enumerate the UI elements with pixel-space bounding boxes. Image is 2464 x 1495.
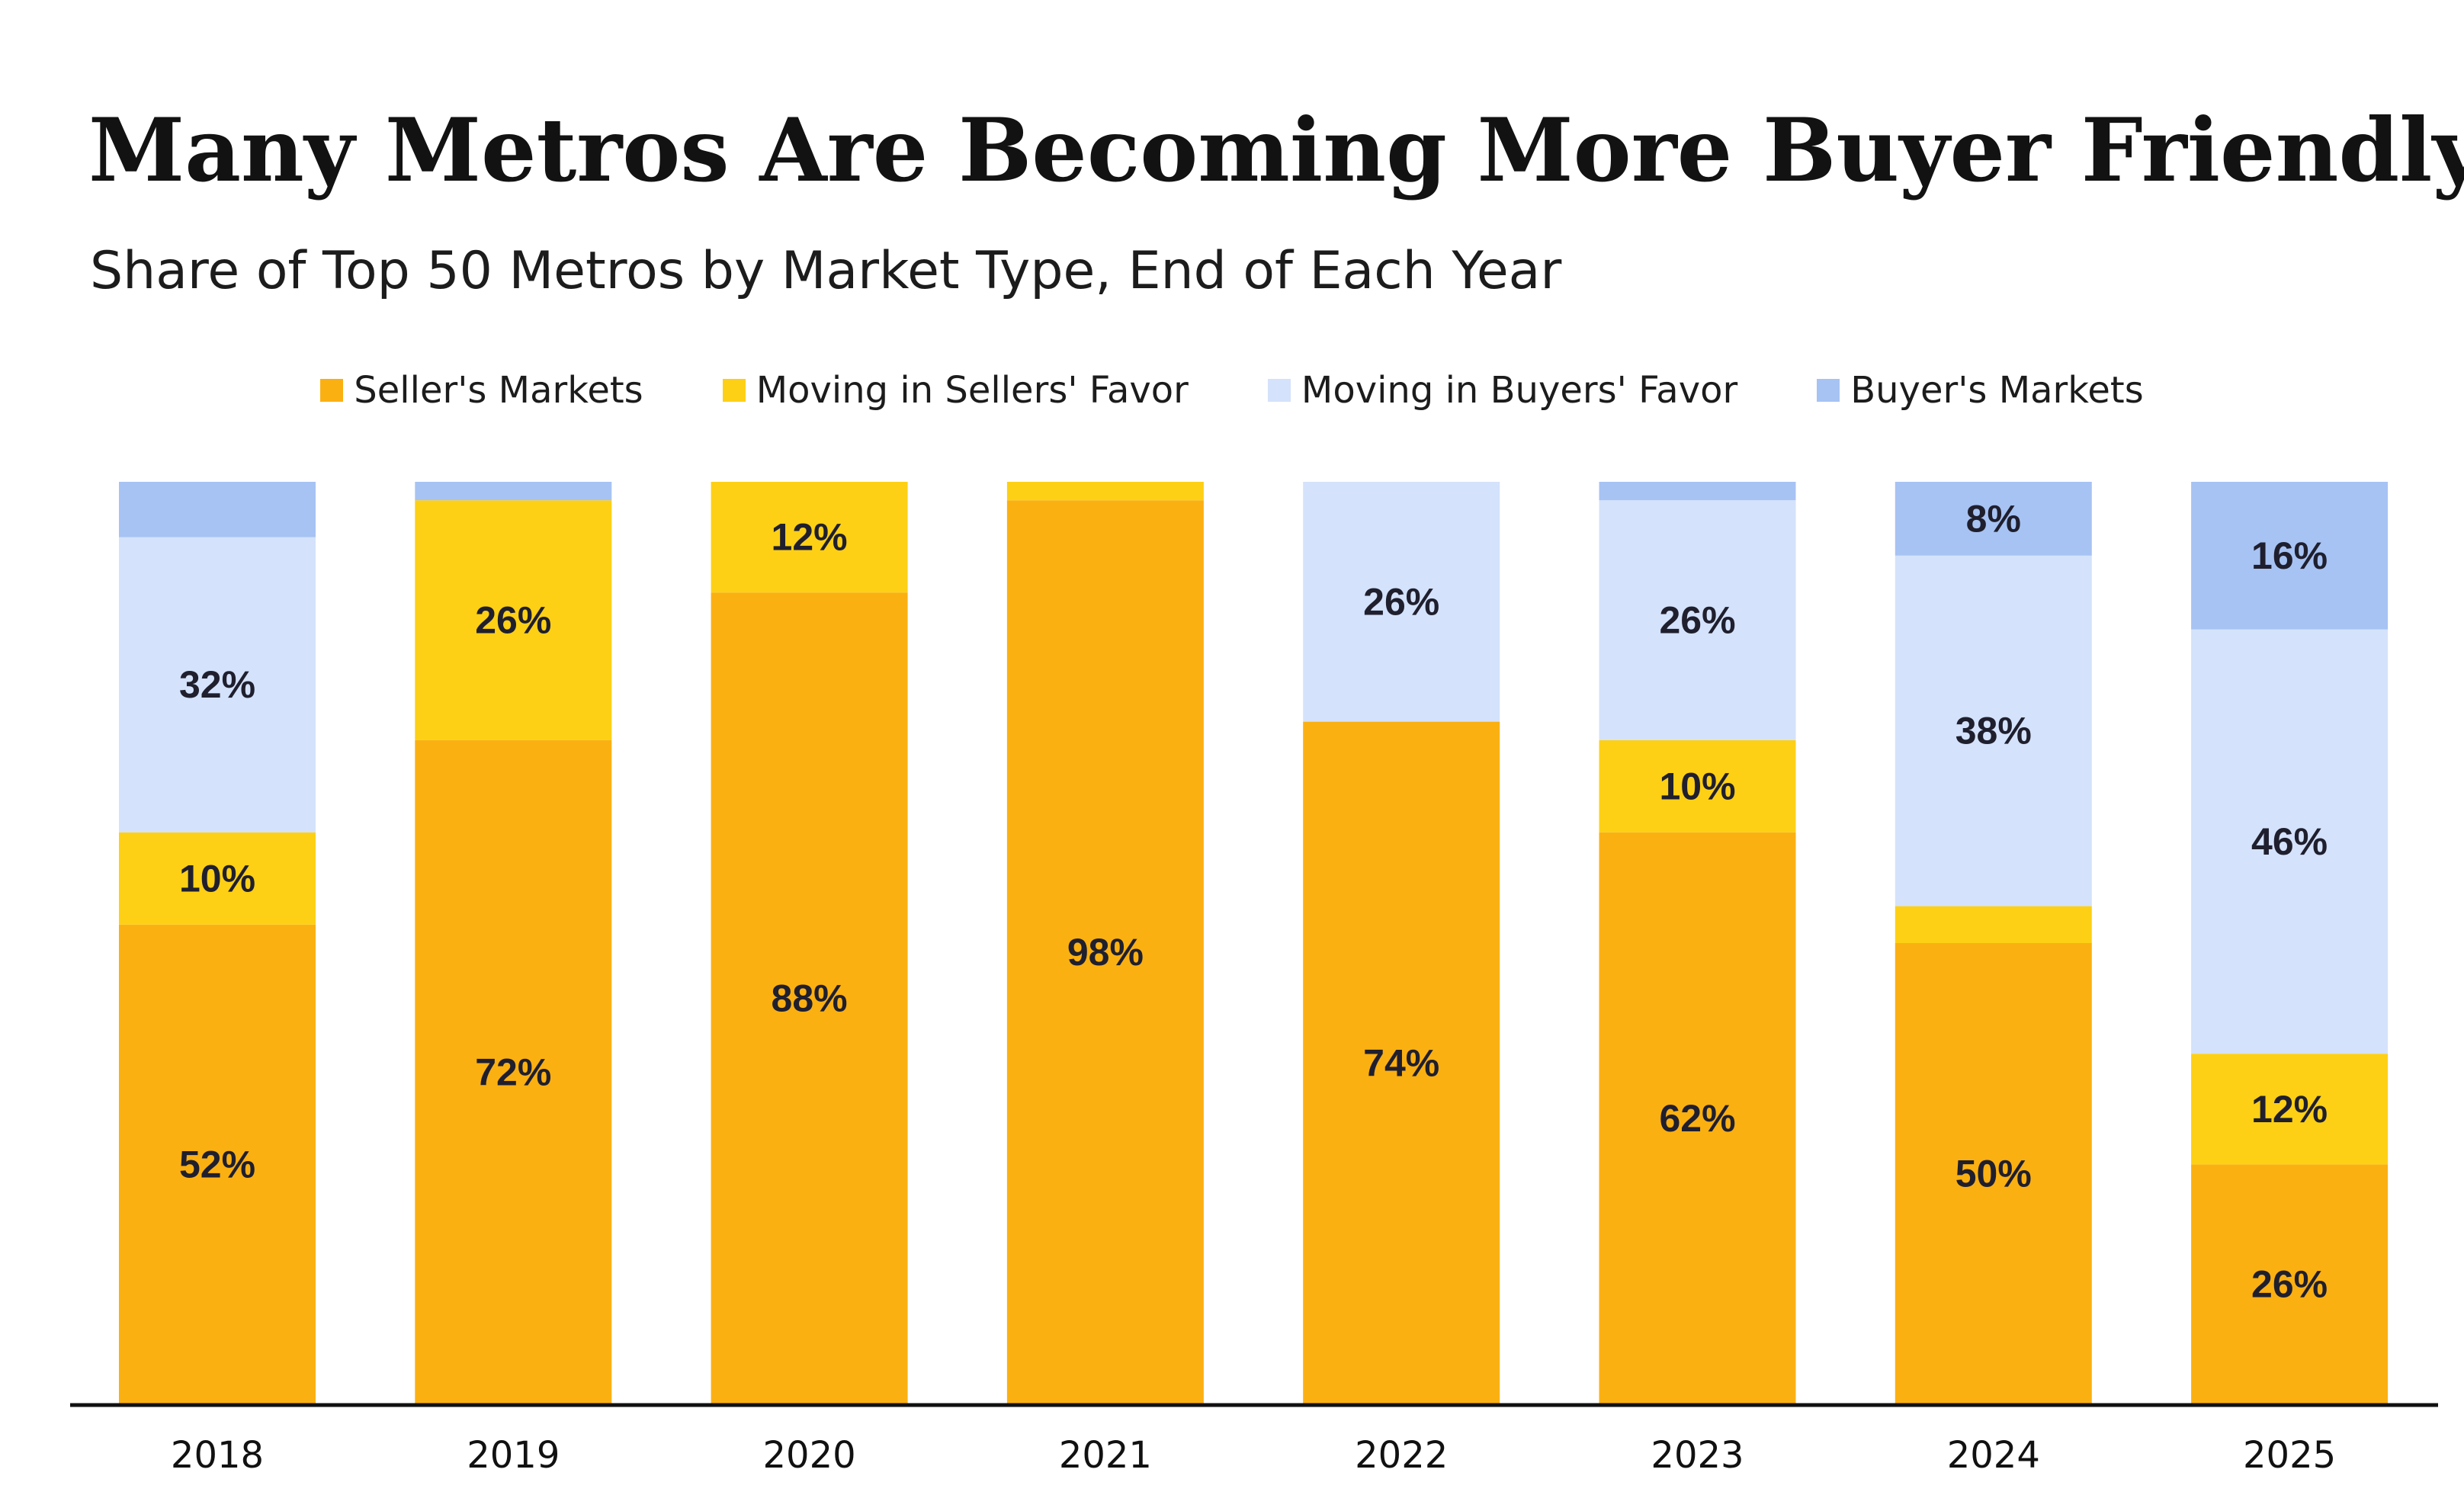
legend-item-buyers-markets: Buyer's Markets (1817, 369, 2144, 412)
data-label-2018-moving-in-buyers-favor: 32% (179, 663, 255, 706)
data-label-2024-moving-in-buyers-favor: 38% (1955, 710, 2032, 752)
chart-title: Many Metros Are Becoming More Buyer Frie… (88, 99, 2464, 201)
data-label-2019-moving-in-sellers-favor: 26% (475, 599, 551, 642)
bar-segment-2022-seller-s-markets (1303, 721, 1500, 1404)
legend-label-moving-in-buyers-favor: Moving in Buyers' Favor (1301, 369, 1738, 412)
bar-segment-2022-moving-in-buyers-favor (1303, 482, 1500, 722)
x-tick-label-2020: 2020 (763, 1434, 856, 1477)
data-label-2021-seller-s-markets: 98% (1067, 931, 1144, 974)
bar-segment-2024-moving-in-buyers-favor (1895, 555, 2092, 906)
legend-item-sellers-markets: Seller's Markets (320, 369, 643, 412)
data-label-2023-moving-in-buyers-favor: 26% (1659, 599, 1735, 642)
legend-swatch-moving-in-buyers-favor (1267, 379, 1291, 402)
data-label-2025-seller-s-markets: 26% (2251, 1263, 2328, 1306)
x-tick-label-2022: 2022 (1355, 1434, 1448, 1477)
bar-segment-2020-seller-s-markets (711, 592, 908, 1405)
data-label-2025-buyer-s-markets: 16% (2251, 534, 2328, 577)
bar-segment-2023-moving-in-buyers-favor (1599, 500, 1796, 740)
legend-label-sellers-markets: Seller's Markets (354, 369, 643, 412)
bar-segment-2025-seller-s-markets (2191, 1164, 2389, 1404)
bar-segment-2019-seller-s-markets (415, 739, 612, 1404)
bar-segment-2018-moving-in-sellers-favor (119, 832, 316, 925)
bar-segment-2020-moving-in-sellers-favor (711, 482, 908, 593)
legend-item-moving-in-buyers-favor: Moving in Buyers' Favor (1267, 369, 1738, 412)
legend-swatch-sellers-markets (320, 379, 344, 402)
data-label-2019-seller-s-markets: 72% (475, 1051, 551, 1093)
data-label-2023-moving-in-sellers-favor: 10% (1659, 765, 1735, 807)
x-tick-label-2024: 2024 (1947, 1434, 2040, 1477)
x-tick-label-2025: 2025 (2243, 1434, 2336, 1477)
chart-subtitle: Share of Top 50 Metros by Market Type, E… (90, 241, 1562, 301)
legend-label-buyers-markets: Buyer's Markets (1850, 369, 2144, 412)
bar-segment-2018-moving-in-buyers-favor (119, 537, 316, 833)
x-tick-label-2019: 2019 (467, 1434, 560, 1477)
legend: Seller's Markets Moving in Sellers' Favo… (0, 369, 2464, 412)
legend-swatch-moving-in-sellers-favor (722, 379, 746, 402)
legend-label-moving-in-sellers-favor: Moving in Sellers' Favor (756, 369, 1189, 412)
data-label-2024-seller-s-markets: 50% (1955, 1153, 2032, 1195)
x-tick-label-2023: 2023 (1651, 1434, 1744, 1477)
bar-segment-2018-buyer-s-markets (119, 482, 316, 537)
bar-segment-2025-moving-in-buyers-favor (2191, 629, 2389, 1054)
legend-swatch-buyers-markets (1817, 379, 1840, 402)
data-label-2018-moving-in-sellers-favor: 10% (179, 857, 255, 900)
data-label-2023-seller-s-markets: 62% (1659, 1097, 1735, 1140)
bar-segment-2023-buyer-s-markets (1599, 482, 1796, 501)
bar-segment-2024-seller-s-markets (1895, 943, 2092, 1404)
data-label-2018-seller-s-markets: 52% (179, 1143, 255, 1185)
bar-segment-2019-buyer-s-markets (415, 482, 612, 501)
data-label-2022-moving-in-buyers-favor: 26% (1363, 580, 1439, 623)
data-label-2020-moving-in-sellers-favor: 12% (772, 516, 848, 559)
bar-segment-2025-moving-in-sellers-favor (2191, 1054, 2389, 1165)
bar-segment-2025-buyer-s-markets (2191, 482, 2389, 630)
data-label-2024-buyer-s-markets: 8% (1966, 497, 2021, 540)
bar-segment-2018-seller-s-markets (119, 924, 316, 1404)
bar-segment-2024-buyer-s-markets (1895, 482, 2092, 556)
data-label-2022-seller-s-markets: 74% (1363, 1041, 1439, 1084)
bar-segment-2023-seller-s-markets (1599, 832, 1796, 1404)
x-tick-label-2021: 2021 (1059, 1434, 1152, 1477)
x-tick-label-2018: 2018 (171, 1434, 264, 1477)
data-label-2025-moving-in-sellers-favor: 12% (2251, 1088, 2328, 1131)
data-label-2025-moving-in-buyers-favor: 46% (2251, 820, 2328, 863)
data-label-2020-seller-s-markets: 88% (772, 977, 848, 1020)
bar-segment-2021-moving-in-sellers-favor (1006, 482, 1204, 501)
bar-segment-2019-moving-in-sellers-favor (415, 500, 612, 740)
bar-segment-2024-moving-in-sellers-favor (1895, 906, 2092, 943)
bar-segment-2023-moving-in-sellers-favor (1599, 739, 1796, 833)
bar-segment-2021-seller-s-markets (1006, 500, 1204, 1405)
legend-item-moving-in-sellers-favor: Moving in Sellers' Favor (722, 369, 1189, 412)
